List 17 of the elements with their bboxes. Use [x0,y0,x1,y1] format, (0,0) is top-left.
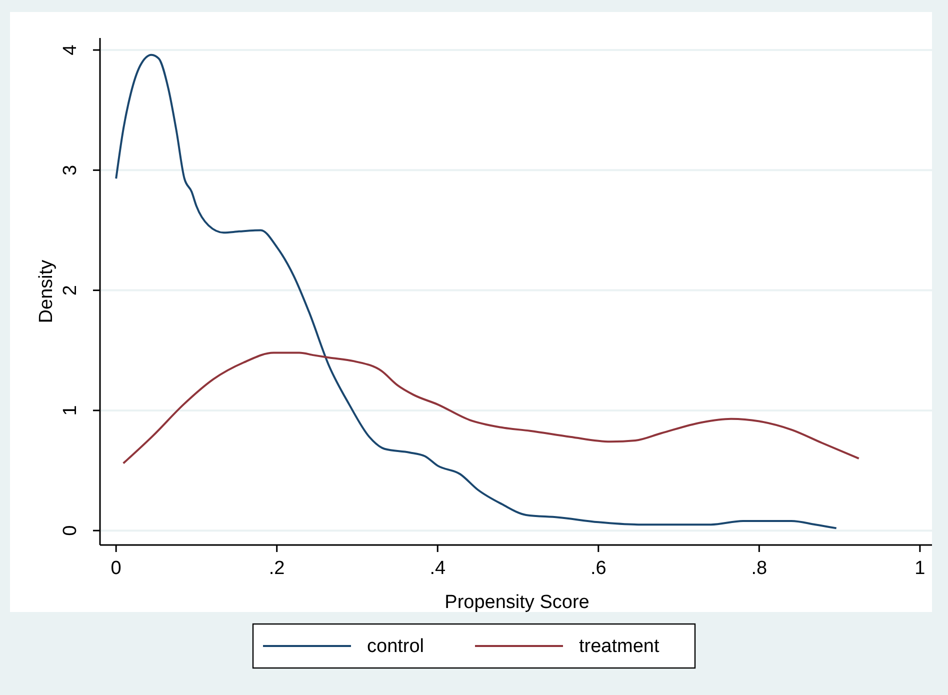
x-tick-label: .8 [751,558,768,579]
x-tick-label: 0 [110,558,122,579]
line-series [122,352,860,464]
x-tick-label: .2 [268,558,285,579]
y-tick-label: 2 [60,285,81,296]
legend-label: control [367,636,424,657]
line-series [115,54,838,530]
y-tick-label: 3 [60,164,81,176]
y-tick-label: 1 [60,405,81,416]
legend-label: treatment [579,636,660,657]
y-tick-label: 0 [60,525,81,536]
x-axis-title: Propensity Score [444,592,590,613]
x-tick-label: .6 [590,558,606,579]
y-axis-title: Density [36,259,57,324]
y-tick-label: 4 [60,44,81,56]
x-tick-label: 1 [914,558,926,579]
x-tick-label: .4 [430,558,446,579]
